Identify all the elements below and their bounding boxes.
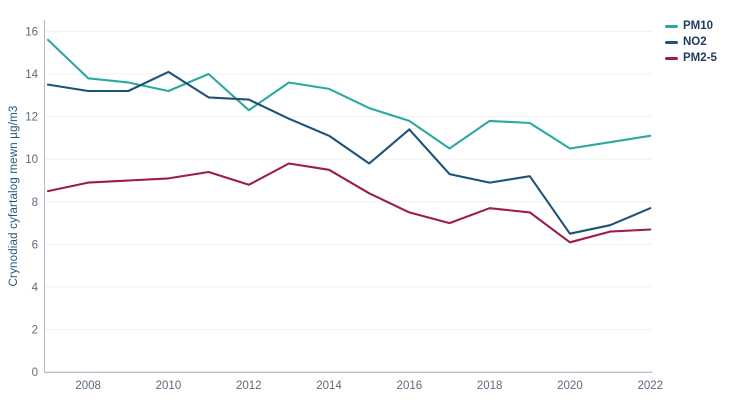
legend-item-pm2-5[interactable]: PM2-5 bbox=[665, 52, 717, 64]
legend-item-label: PM2-5 bbox=[683, 52, 717, 64]
x-tick-label: 2014 bbox=[316, 380, 342, 392]
legend-line-icon bbox=[665, 24, 678, 28]
y-tick-label: 16 bbox=[25, 26, 38, 38]
x-tick-label: 2008 bbox=[75, 380, 101, 392]
y-tick-label: 2 bbox=[32, 325, 38, 337]
legend-line-icon bbox=[665, 56, 678, 60]
y-tick-label: 4 bbox=[32, 282, 39, 294]
x-tick-label: 2010 bbox=[156, 380, 182, 392]
x-tick-label: 2022 bbox=[637, 380, 663, 392]
y-tick-label: 10 bbox=[25, 154, 38, 166]
legend-line-icon bbox=[665, 40, 678, 44]
y-tick-label: 8 bbox=[32, 197, 38, 209]
x-tick-label: 2012 bbox=[236, 380, 262, 392]
legend: PM10 NO2 PM2-5 bbox=[665, 20, 717, 64]
y-tick-label: 14 bbox=[25, 69, 38, 81]
x-tick-label: 2020 bbox=[557, 380, 583, 392]
x-tick-label: 2018 bbox=[477, 380, 503, 392]
legend-item-label: PM10 bbox=[683, 20, 714, 32]
legend-item-no2[interactable]: NO2 bbox=[665, 36, 717, 48]
series-line-no2 bbox=[46, 70, 652, 235]
y-tick-label: 0 bbox=[32, 367, 38, 379]
x-tick-label: 2016 bbox=[397, 380, 423, 392]
y-tick-label: 6 bbox=[32, 239, 38, 251]
y-tick-label: 12 bbox=[25, 112, 38, 124]
legend-item-pm10[interactable]: PM10 bbox=[665, 20, 717, 32]
series-line-pm2-5 bbox=[46, 162, 652, 244]
legend-item-label: NO2 bbox=[683, 36, 707, 48]
series-line-pm10 bbox=[46, 38, 652, 150]
